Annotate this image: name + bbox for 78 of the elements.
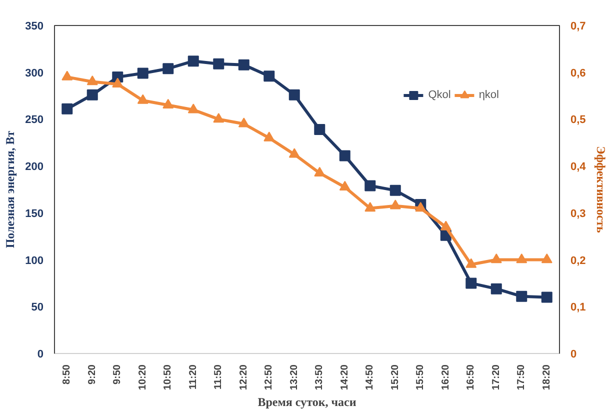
point [339, 150, 350, 162]
y-tick-label: 150 [25, 208, 44, 220]
x-tick-label: 14:50 [364, 364, 376, 390]
point [213, 112, 224, 123]
x-tick-label: 14:20 [339, 364, 350, 390]
legend-label: Qkol [428, 89, 451, 101]
point [264, 70, 275, 82]
y-axis-title: Полезная энергия, Вт [3, 130, 18, 248]
x-axis-title: Время суток, часи [258, 395, 356, 410]
y2-tick-label: 0,7 [570, 20, 586, 32]
y-tick-label: 50 [31, 302, 44, 314]
point [516, 254, 528, 264]
point [466, 258, 477, 268]
x-tick-label: 10:20 [137, 364, 148, 390]
point [440, 220, 452, 230]
x-tick-label: 18:20 [541, 364, 552, 390]
point [490, 254, 502, 264]
point [137, 68, 148, 79]
point [137, 94, 148, 104]
y2-tick-label: 0,3 [570, 208, 586, 220]
point [364, 180, 376, 192]
y2-tick-label: 0,1 [570, 302, 586, 314]
point [62, 70, 73, 80]
point [238, 59, 250, 70]
point [339, 180, 350, 191]
point [541, 292, 552, 303]
x-tick-label: 9:20 [86, 364, 98, 385]
x-tick-label: 13:50 [314, 364, 326, 390]
point [490, 283, 502, 294]
point [238, 118, 250, 128]
point [390, 184, 401, 196]
point [516, 290, 528, 302]
point [364, 202, 376, 212]
point [466, 278, 477, 289]
point [288, 148, 300, 158]
point [188, 104, 199, 114]
x-tick-label: 16:50 [466, 364, 477, 390]
point [86, 89, 98, 100]
point [264, 132, 275, 142]
x-tick-label: 9:50 [112, 364, 124, 385]
x-tick-label: 11:50 [213, 364, 224, 390]
point [314, 166, 326, 176]
y2-tick-label: 0,6 [570, 67, 586, 80]
x-tick-label: 12:20 [238, 364, 250, 390]
y-tick-label: 100 [25, 254, 44, 267]
y2-tick-label: 0 [570, 348, 577, 360]
y2-tick-label: 0,5 [570, 114, 586, 126]
x-tick-label: 8:50 [62, 364, 73, 385]
point [314, 124, 326, 136]
point [390, 200, 401, 210]
x-tick-label: 10:50 [162, 364, 174, 390]
point [415, 202, 426, 212]
point [162, 63, 174, 74]
x-tick-label: 17:20 [490, 364, 502, 390]
y-tick-label: 250 [25, 114, 44, 126]
x-tick-label: 11:20 [188, 364, 199, 390]
x-tick-label: 17:50 [516, 364, 528, 390]
x-tick-label: 15:50 [415, 364, 426, 390]
point [541, 254, 552, 264]
y-tick-label: 200 [25, 161, 44, 174]
y2-tick-label: 0,4 [570, 161, 587, 174]
x-tick-label: 15:20 [390, 364, 401, 390]
point [188, 56, 199, 67]
x-tick-label: 16:20 [440, 364, 452, 390]
x-tick-label: 12:50 [264, 364, 275, 390]
point [62, 103, 73, 114]
point [288, 89, 300, 100]
x-tick-label: 13:20 [288, 364, 300, 390]
y2-tick-label: 0,2 [570, 254, 586, 267]
y-tick-label: 0 [37, 348, 44, 360]
point [213, 58, 224, 70]
y2-axis-title: Эффективность [594, 146, 608, 234]
legend-label: ηkol [478, 89, 499, 101]
point [86, 75, 98, 86]
y-tick-label: 300 [25, 67, 44, 80]
point [162, 98, 174, 109]
y-tick-label: 350 [25, 20, 44, 32]
point [112, 78, 124, 88]
